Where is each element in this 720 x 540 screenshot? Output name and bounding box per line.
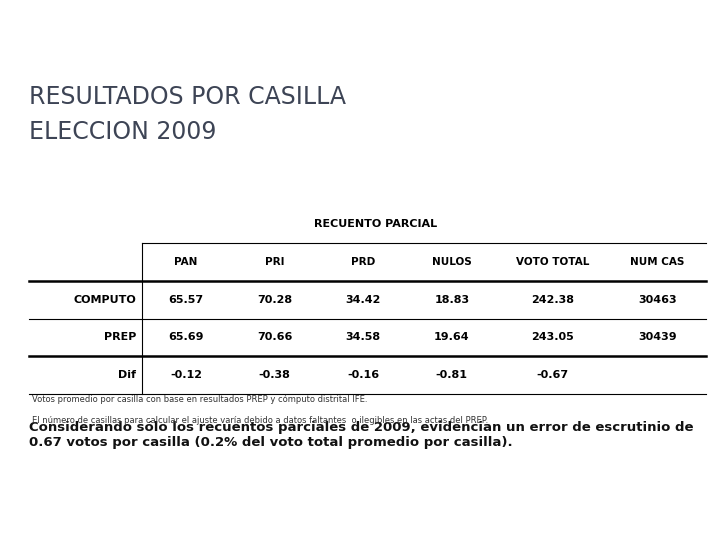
Text: 30463: 30463	[638, 295, 677, 305]
Text: 70.66: 70.66	[257, 333, 292, 342]
Text: 65.69: 65.69	[168, 333, 204, 342]
Text: 65.57: 65.57	[168, 295, 204, 305]
Text: COMPUTO: COMPUTO	[73, 295, 136, 305]
Text: PREP: PREP	[104, 333, 136, 342]
Text: NULOS: NULOS	[432, 257, 472, 267]
Text: 243.05: 243.05	[531, 333, 574, 342]
Text: 30439: 30439	[638, 333, 677, 342]
Text: PRI: PRI	[265, 257, 284, 267]
Text: Votos promedio por casilla con base en resultados PREP y cómputo distrital IFE.: Votos promedio por casilla con base en r…	[32, 395, 368, 404]
Text: 34.58: 34.58	[346, 333, 381, 342]
Text: Considerando sólo los recuentos parciales de 2009, evidencian un error de escrut: Considerando sólo los recuentos parciale…	[29, 421, 693, 449]
Text: Dif: Dif	[118, 370, 136, 380]
Text: 8: 8	[693, 12, 704, 27]
Text: NUM CAS: NUM CAS	[630, 257, 685, 267]
Text: VOTO TOTAL: VOTO TOTAL	[516, 257, 589, 267]
Text: -0.12: -0.12	[170, 370, 202, 380]
Text: -0.67: -0.67	[536, 370, 569, 380]
Text: ELECCION 2009: ELECCION 2009	[29, 120, 216, 144]
Text: 70.28: 70.28	[257, 295, 292, 305]
Text: PAN: PAN	[174, 257, 197, 267]
Text: 242.38: 242.38	[531, 295, 574, 305]
Text: -0.38: -0.38	[258, 370, 290, 380]
Text: -0.81: -0.81	[436, 370, 468, 380]
Text: El número de casillas para calcular el ajuste varía debido a datos faltantes  o : El número de casillas para calcular el a…	[32, 415, 489, 424]
Text: RECUENTO PARCIAL: RECUENTO PARCIAL	[314, 219, 437, 229]
Text: 18.83: 18.83	[434, 295, 469, 305]
Text: RESULTADOS POR CASILLA: RESULTADOS POR CASILLA	[29, 85, 346, 109]
Text: 34.42: 34.42	[346, 295, 381, 305]
Text: PRD: PRD	[351, 257, 375, 267]
Text: 19.64: 19.64	[434, 333, 469, 342]
Text: -0.16: -0.16	[347, 370, 379, 380]
